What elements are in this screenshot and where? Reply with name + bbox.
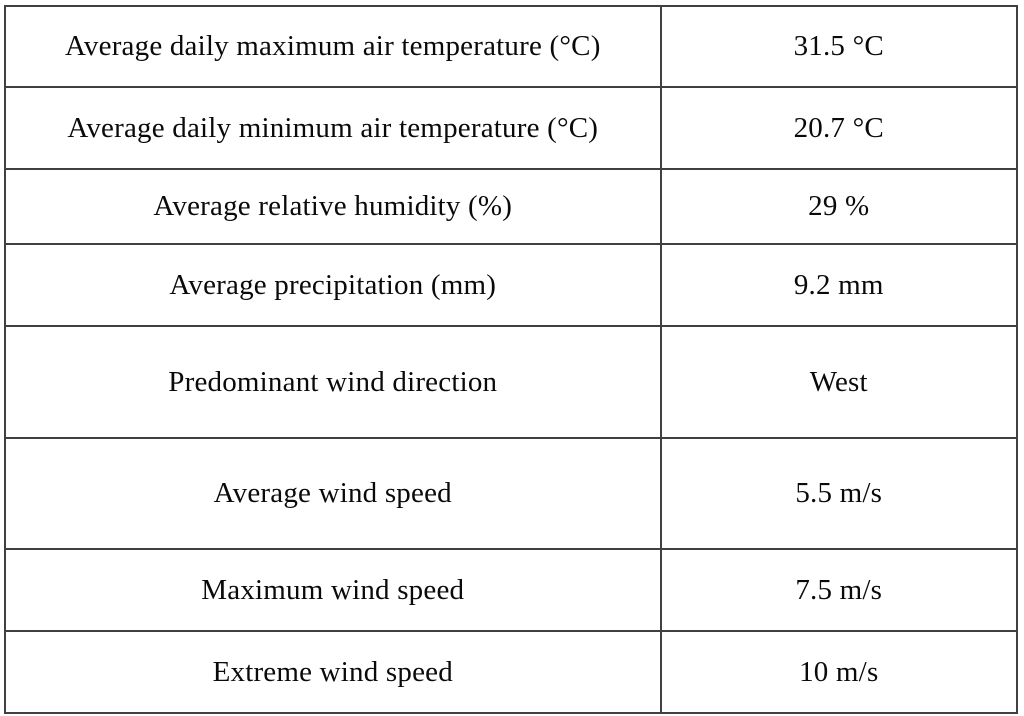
table-row-avg-wind-speed: Average wind speed 5.5 m/s [4,437,1019,550]
row-label-avg-wind-speed: Average wind speed [4,437,662,550]
table-row-avg-min-temp: Average daily minimum air temperature (°… [4,86,1019,170]
row-label-avg-min-temp: Average daily minimum air temperature (°… [4,86,662,170]
climate-table-body: Average daily maximum air temperature (°… [4,5,1019,714]
row-value-avg-max-temp: 31.5 °C [659,5,1019,88]
row-label-extreme-wind-speed: Extreme wind speed [4,630,662,714]
row-value-avg-wind-speed: 5.5 m/s [659,437,1019,550]
row-value-avg-humidity: 29 % [659,168,1019,245]
row-label-max-wind-speed: Maximum wind speed [4,548,662,632]
row-label-avg-humidity: Average relative humidity (%) [4,168,662,245]
table-row-avg-max-temp: Average daily maximum air temperature (°… [4,5,1019,88]
table-row-extreme-wind-speed: Extreme wind speed 10 m/s [4,630,1019,714]
row-value-avg-precipitation: 9.2 mm [659,243,1019,327]
row-value-wind-direction: West [659,325,1019,439]
row-value-max-wind-speed: 7.5 m/s [659,548,1019,632]
row-label-wind-direction: Predominant wind direction [4,325,662,439]
row-value-avg-min-temp: 20.7 °C [659,86,1019,170]
row-label-avg-max-temp: Average daily maximum air temperature (°… [4,5,662,88]
climate-data-table: Average daily maximum air temperature (°… [4,5,1019,714]
table-row-max-wind-speed: Maximum wind speed 7.5 m/s [4,548,1019,632]
table-row-avg-humidity: Average relative humidity (%) 29 % [4,168,1019,245]
row-value-extreme-wind-speed: 10 m/s [659,630,1019,714]
table-row-wind-direction: Predominant wind direction West [4,325,1019,439]
table-row-avg-precipitation: Average precipitation (mm) 9.2 mm [4,243,1019,327]
row-label-avg-precipitation: Average precipitation (mm) [4,243,662,327]
